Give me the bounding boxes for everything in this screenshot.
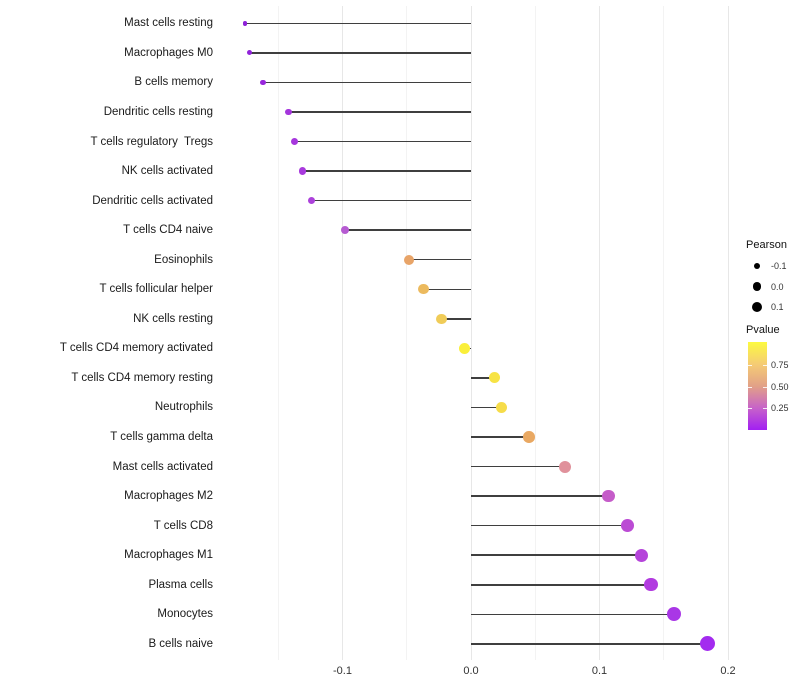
y-axis-label: Macrophages M1 (124, 549, 213, 562)
y-axis-label: T cells CD8 (153, 519, 213, 532)
y-axis-label: Mast cells resting (124, 17, 213, 30)
lollipop-stem (471, 613, 675, 616)
gridline-minor (277, 6, 279, 660)
pvalue-gradient-bar (748, 342, 767, 430)
lollipop-dot (299, 167, 307, 175)
y-axis-label: Dendritic cells resting (103, 105, 213, 118)
lollipop-dot (247, 50, 253, 56)
pvalue-tick-mark (748, 408, 752, 410)
gridline-major (727, 6, 729, 660)
x-axis-tick-label: 0.2 (720, 665, 736, 677)
pvalue-tick-mark (763, 364, 767, 366)
y-axis-label: Eosinophils (154, 253, 213, 266)
gridline-major (599, 6, 600, 660)
pvalue-tick-mark (763, 408, 767, 410)
y-axis-label: T cells regulatory Tregs (90, 135, 213, 148)
gridline-minor (406, 6, 408, 660)
lollipop-stem (288, 111, 471, 113)
y-axis-label: Dendritic cells activated (92, 194, 213, 207)
legend-pearson-label: 0.1 (771, 302, 784, 312)
pvalue-tick-mark (748, 386, 752, 388)
legend-pearson-dot (753, 262, 761, 270)
lollipop-dot (644, 578, 658, 592)
y-axis-label: Macrophages M0 (124, 46, 213, 59)
legend-pearson-dot (752, 302, 762, 312)
legend-pvalue-label: 0.25 (771, 403, 789, 414)
y-axis-label: T cells follicular helper (99, 283, 213, 296)
lollipop-dot (488, 372, 500, 384)
lollipop-stem (471, 643, 708, 645)
legend-pearson-title: Pearson (746, 239, 787, 251)
y-axis-label: Macrophages M2 (124, 490, 213, 503)
lollipop-dot (558, 460, 571, 473)
legend-pvalue-label: 0.75 (771, 359, 789, 370)
lollipop-dot (496, 401, 508, 414)
lollipop-stem (471, 584, 651, 586)
y-axis-label: T cells CD4 memory resting (71, 371, 213, 384)
lollipop-stem (441, 318, 471, 320)
x-axis-tick-label: 0.1 (591, 665, 608, 677)
y-axis-label: NK cells resting (133, 312, 213, 325)
lollipop-dot (418, 284, 429, 295)
lollipop-dot (404, 254, 415, 265)
y-axis-label: B cells naive (148, 637, 213, 650)
lollipop-stem (471, 406, 502, 409)
lollipop-dot (260, 79, 266, 86)
legend-pearson-dot (752, 282, 762, 291)
y-axis-label: T cells gamma delta (110, 431, 213, 443)
pvalue-tick-mark (763, 386, 767, 388)
y-axis-label: Plasma cells (148, 578, 213, 591)
legend-pvalue-label: 0.50 (771, 381, 789, 392)
y-axis-label: Monocytes (157, 608, 213, 621)
gridline-major (342, 6, 343, 660)
lollipop-dot (459, 342, 471, 354)
y-axis-label: T cells CD4 memory activated (59, 342, 213, 355)
lollipop-dot (307, 196, 316, 205)
lollipop-dot (699, 636, 716, 652)
y-axis-label: Neutrophils (154, 401, 213, 414)
lollipop-stem (345, 229, 471, 231)
lollipop-dot (621, 519, 635, 533)
lollipop-stem (471, 554, 642, 556)
lollipop-dot (340, 225, 350, 235)
lollipop-dot (285, 108, 292, 116)
y-axis-label: B cells memory (134, 76, 213, 89)
lollipop-stem (471, 377, 495, 379)
lollipop-dot (635, 548, 649, 562)
lollipop-stem (294, 140, 471, 143)
lollipop-stem (471, 524, 628, 527)
x-axis-tick-label: -0.1 (333, 665, 352, 677)
lollipop-dot (667, 607, 682, 622)
lollipop-stem (423, 288, 471, 290)
gridline-minor (534, 6, 536, 660)
lollipop-stem (302, 170, 471, 172)
lollipop-dot (242, 21, 248, 26)
lollipop-stem (471, 495, 609, 497)
lollipop-stem (311, 199, 471, 202)
lollipop-dot (291, 138, 299, 145)
legend-pvalue-title: Pvalue (746, 324, 780, 336)
pvalue-tick-mark (748, 364, 752, 366)
lollipop-stem (262, 81, 471, 84)
y-axis-label: T cells CD4 naive (123, 224, 213, 237)
lollipop-dot (436, 313, 447, 325)
lollipop-stem (471, 465, 565, 468)
y-axis-label: NK cells activated (121, 165, 213, 178)
lollipop-stem (471, 436, 529, 438)
lollipop-stem (249, 52, 471, 54)
legend-pearson-label: 0.0 (771, 281, 784, 292)
legend-pearson-label: -0.1 (771, 261, 787, 271)
lollipop-stem (244, 22, 471, 25)
lollipop-dot (602, 489, 615, 503)
lollipop-dot (523, 431, 535, 443)
lollipop-stem (409, 258, 471, 261)
gridline-minor (663, 6, 665, 660)
gridline-major (470, 6, 472, 660)
legend: Pearson -0.1 0.0 0.1 Pvalue 0.75 0.50 0.25 (744, 236, 800, 446)
x-axis-tick-label: 0.0 (463, 665, 479, 677)
y-axis-label: Mast cells activated (112, 460, 213, 473)
